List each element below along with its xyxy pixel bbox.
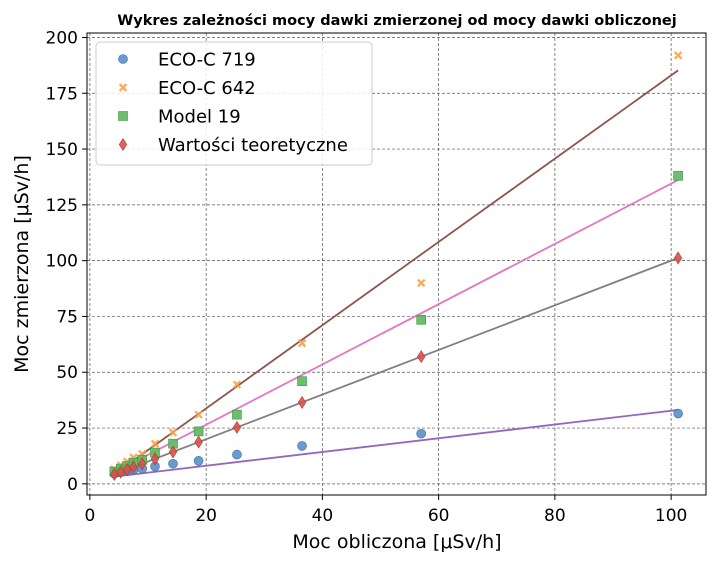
fit-line-series-3 bbox=[113, 257, 679, 476]
point-series-2 bbox=[193, 426, 204, 437]
point-series-3 bbox=[194, 435, 203, 449]
point-series-1 bbox=[150, 439, 160, 448]
point-series-1 bbox=[194, 410, 203, 419]
legend-box bbox=[95, 41, 373, 166]
point-series-0 bbox=[168, 458, 178, 469]
point-series-1 bbox=[232, 380, 242, 389]
point-series-3 bbox=[297, 395, 307, 409]
y-tick-label: 100 bbox=[46, 252, 78, 272]
x-tick-label: 60 bbox=[428, 506, 450, 526]
point-series-2 bbox=[232, 409, 242, 420]
y-tick-label: 50 bbox=[56, 363, 78, 383]
fit-lines bbox=[113, 69, 679, 478]
point-series-1 bbox=[297, 339, 307, 348]
x-tick-label: 80 bbox=[544, 506, 566, 526]
point-series-0 bbox=[297, 441, 307, 451]
point-series-1 bbox=[673, 51, 683, 60]
point-series-3 bbox=[417, 350, 426, 364]
point-series-3 bbox=[150, 452, 160, 466]
x-tick-label: 0 bbox=[84, 506, 95, 526]
point-series-1 bbox=[417, 278, 426, 288]
legend-marker-1 bbox=[118, 83, 128, 92]
y-axis-label: Moc zmierzona [μSv/h] bbox=[11, 155, 33, 373]
legend-label: ECO-C 719 bbox=[158, 50, 256, 71]
point-series-0 bbox=[232, 449, 242, 460]
y-tick-label: 150 bbox=[46, 140, 78, 160]
y-axis-ticks: 0 25 50 75 100 125 150 175 200 bbox=[46, 28, 87, 495]
legend-label: Model 19 bbox=[158, 107, 241, 128]
y-tick-label: 175 bbox=[46, 84, 78, 104]
point-series-0 bbox=[416, 428, 427, 439]
point-series-3 bbox=[129, 460, 138, 474]
point-series-3 bbox=[138, 457, 147, 471]
data-points bbox=[109, 51, 683, 482]
chart-title: Wykres zależności mocy dawki zmierzonej … bbox=[117, 13, 676, 29]
point-series-3 bbox=[168, 445, 178, 459]
fit-line-series-2 bbox=[113, 179, 679, 474]
fit-line-series-1 bbox=[113, 69, 679, 475]
x-tick-label: 20 bbox=[195, 506, 217, 526]
legend-marker-0 bbox=[118, 54, 128, 64]
legend-marker-3 bbox=[118, 137, 128, 152]
point-series-1 bbox=[168, 428, 178, 437]
x-tick-label: 40 bbox=[312, 506, 334, 526]
legend-label: Wartości teoretyczne bbox=[158, 135, 348, 156]
point-series-2 bbox=[673, 171, 683, 181]
point-series-0 bbox=[673, 408, 683, 419]
x-tick-label: 100 bbox=[655, 506, 687, 526]
y-tick-label: 25 bbox=[56, 419, 78, 439]
legend-label: ECO-C 642 bbox=[158, 78, 256, 99]
fit-line-series-0 bbox=[114, 409, 679, 478]
legend: ECO-C 719 ECO-C 642 Model 19 Wartości teore… bbox=[95, 41, 373, 166]
point-series-2 bbox=[297, 376, 307, 386]
point-series-3 bbox=[673, 251, 683, 265]
legend-marker-2 bbox=[118, 111, 128, 121]
x-axis-label: Moc obliczona [μSv/h] bbox=[292, 531, 501, 553]
point-series-2 bbox=[416, 314, 427, 325]
point-series-0 bbox=[193, 456, 204, 466]
x-axis-ticks: 0 20 40 60 80 100 bbox=[84, 495, 687, 526]
y-tick-label: 0 bbox=[67, 475, 78, 495]
y-tick-label: 75 bbox=[56, 307, 78, 327]
y-tick-label: 200 bbox=[46, 28, 78, 48]
point-series-3 bbox=[232, 420, 242, 434]
plot-frame bbox=[86, 32, 707, 496]
y-tick-label: 125 bbox=[46, 196, 78, 216]
